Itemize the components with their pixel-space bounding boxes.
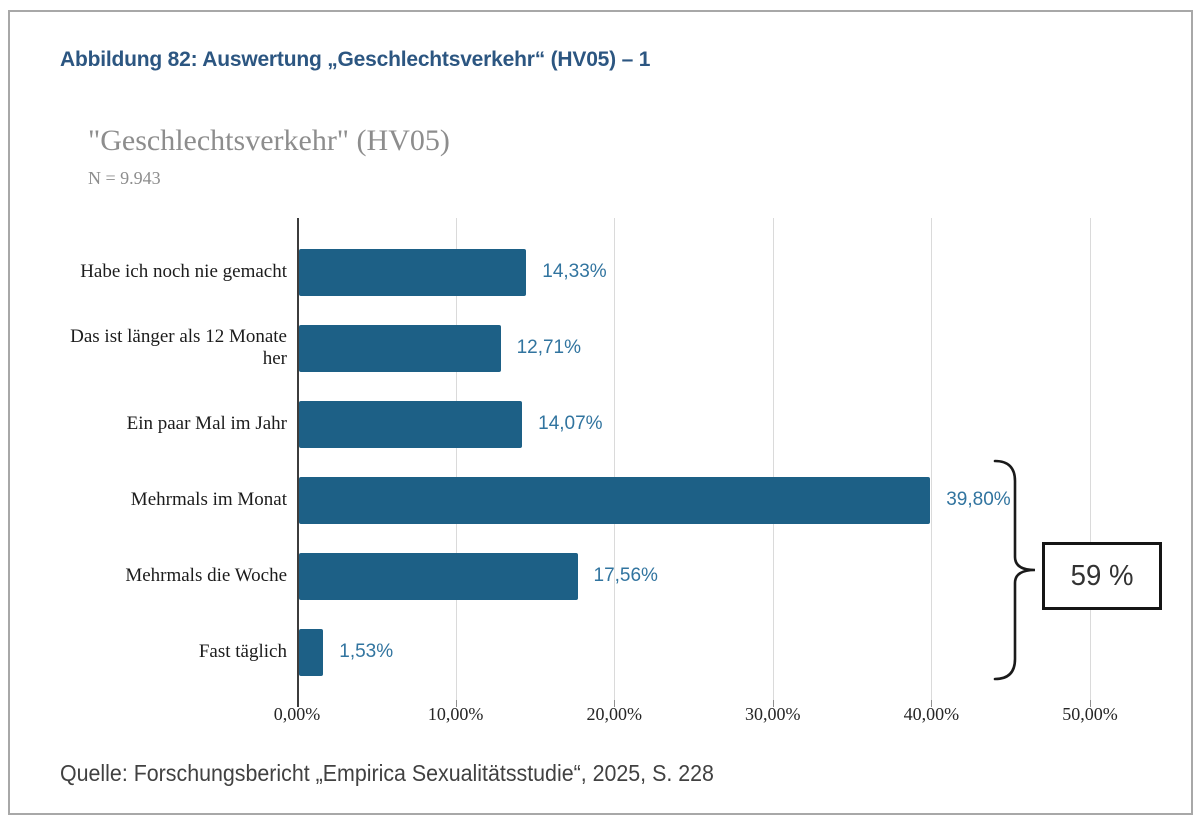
- grouping-brace: [993, 459, 1036, 681]
- plot-gridlines: [297, 218, 1093, 707]
- category-label: Mehrmals die Woche: [125, 564, 287, 586]
- bar-track: 17,56%: [297, 538, 1165, 614]
- bar: [299, 248, 527, 296]
- x-tick-label: 40,00%: [903, 704, 960, 724]
- bar-row: Mehrmals die Woche 17,56%: [60, 538, 1165, 614]
- x-tick-label: 50,00%: [1062, 704, 1118, 724]
- figure-frame: [8, 10, 1193, 815]
- bar-row: Habe ich noch nie gemacht 14,33%: [60, 234, 1165, 310]
- gridline: [931, 218, 933, 700]
- value-label: 14,07%: [538, 413, 603, 434]
- axis-tick: [772, 700, 774, 707]
- y-axis-line: [297, 218, 299, 707]
- group-sum-callout: 59 %: [1042, 542, 1162, 610]
- bar-row: Ein paar Mal im Jahr 14,07%: [60, 386, 1165, 462]
- x-axis: 0,00% 10,00% 20,00% 30,00% 40,00% 50,00%: [0, 704, 1200, 734]
- figure-title: Abbildung 82: Auswertung „Geschlechtsver…: [60, 48, 651, 71]
- chart-sample-size: N = 9.943: [88, 168, 161, 188]
- bar: [299, 324, 501, 372]
- bar-row: Das ist länger als 12 Monate her 12,71%: [60, 310, 1165, 386]
- value-label: 1,53%: [339, 641, 394, 662]
- bar-track: 39,80%: [297, 462, 1165, 538]
- value-label: 39,80%: [946, 489, 1011, 510]
- bar-row: Fast täglich 1,53%: [60, 614, 1165, 690]
- category-label: Fast täglich: [198, 640, 287, 662]
- x-tick-label: 30,00%: [745, 704, 801, 724]
- x-tick-label: 20,00%: [586, 704, 642, 724]
- bar: [299, 400, 523, 448]
- category-label: Das ist länger als 12 Monate her: [70, 325, 287, 369]
- x-tick-label: 10,00%: [427, 704, 484, 724]
- gridline: [1090, 218, 1091, 700]
- value-label: 14,33%: [542, 261, 607, 282]
- bar-track: 14,07%: [297, 386, 1165, 462]
- bar-track: 14,33%: [297, 234, 1165, 310]
- gridline: [772, 218, 774, 700]
- gridline: [455, 218, 457, 700]
- source-citation: Quelle: Forschungsbericht „Empirica Sexu…: [60, 760, 714, 786]
- group-sum-label: 59 %: [1070, 559, 1134, 592]
- value-label: 12,71%: [516, 337, 582, 358]
- bar-track: 12,71%: [297, 310, 1165, 386]
- gridline: [614, 218, 616, 700]
- chart-title: "Geschlechtsverkehr" (HV05): [88, 124, 450, 157]
- category-label: Mehrmals im Monat: [130, 488, 287, 510]
- axis-tick: [614, 700, 616, 707]
- category-label: Ein paar Mal im Jahr: [126, 412, 287, 434]
- bar-row: Mehrmals im Monat 39,80%: [60, 462, 1165, 538]
- bar: [299, 476, 931, 524]
- bar-chart: Habe ich noch nie gemacht 14,33% Das ist l…: [60, 234, 1165, 690]
- bar-track: 1,53%: [297, 614, 1165, 690]
- axis-tick: [455, 700, 457, 707]
- bar: [299, 552, 578, 600]
- value-label: 17,56%: [593, 565, 658, 586]
- category-label: Habe ich noch nie gemacht: [80, 260, 287, 282]
- axis-tick: [931, 700, 933, 707]
- x-tick-label: 0,00%: [273, 704, 321, 724]
- bar: [299, 628, 324, 676]
- axis-tick: [1090, 700, 1091, 707]
